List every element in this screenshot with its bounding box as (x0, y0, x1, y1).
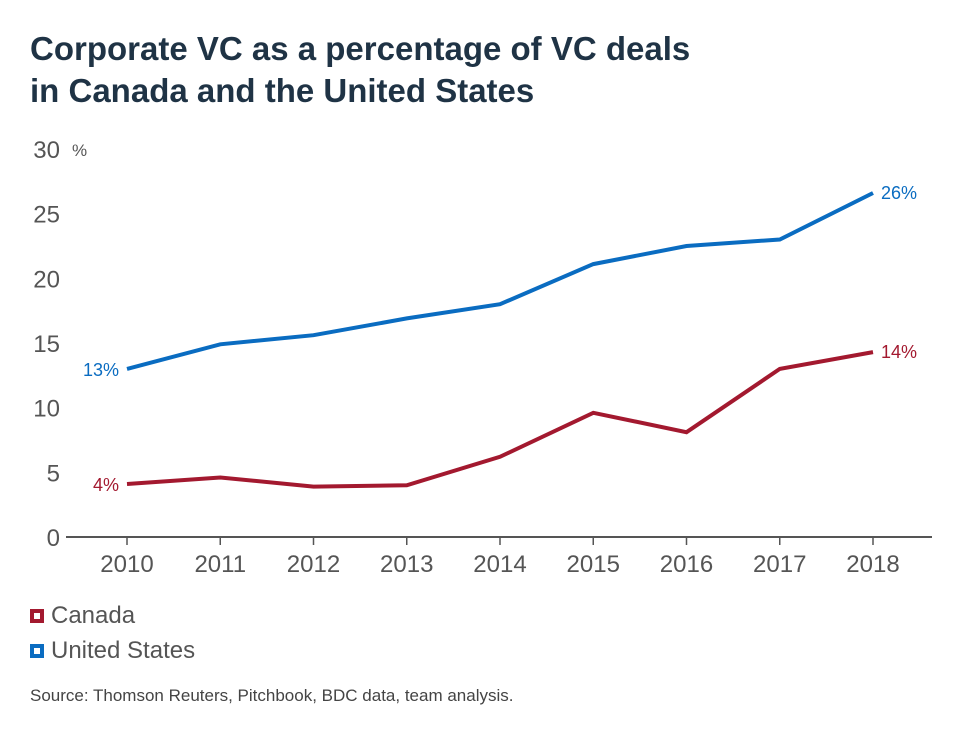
y-unit-label: % (72, 141, 87, 160)
x-tick-label: 2011 (194, 551, 246, 578)
series-line-united-states (126, 191, 874, 371)
y-tick-label: 5 (47, 460, 60, 487)
x-tick-label: 2015 (567, 551, 620, 578)
source-note: Source: Thomson Reuters, Pitchbook, BDC … (30, 686, 514, 705)
legend-swatch-united-states (30, 643, 44, 658)
y-tick-label: 15 (33, 331, 60, 358)
legend: Canada United States (30, 598, 195, 668)
data-label-start-canada: 4% (93, 475, 119, 495)
x-tick-label: 2013 (380, 551, 433, 578)
y-tick-label: 25 (33, 202, 60, 229)
chart-title-line-1: Corporate VC as a percentage of VC deals (30, 30, 691, 67)
data-label-start-united-states: 13% (83, 360, 119, 380)
x-tick-label: 2014 (473, 551, 526, 578)
x-tick-label: 2018 (846, 551, 899, 578)
data-label-end-canada: 14% (881, 342, 917, 362)
x-tick-label: 2016 (660, 551, 713, 578)
series-line-canada (126, 350, 874, 489)
legend-label-canada: Canada (51, 601, 136, 629)
y-tick-label: 0 (47, 525, 60, 552)
x-tick-label: 2017 (753, 551, 806, 578)
legend-item-canada: Canada (30, 598, 195, 633)
chart-title-line-2: in Canada and the United States (30, 72, 535, 109)
legend-item-united-states: United States (30, 633, 195, 668)
legend-swatch-canada (30, 608, 44, 623)
y-tick-label: 30 (33, 137, 60, 164)
y-tick-label: 10 (33, 396, 60, 423)
x-tick-label: 2010 (100, 551, 153, 578)
legend-label-united-states: United States (51, 636, 196, 664)
chart-title: Corporate VC as a percentage of VC deals… (30, 28, 930, 112)
y-tick-label: 20 (33, 266, 60, 293)
data-label-end-united-states: 26% (881, 183, 917, 203)
x-tick-label: 2012 (287, 551, 340, 578)
line-chart: 0 5 10 15 20 25 30 % 2010 2011 2012 2013 2014 2015 201… (33, 137, 932, 578)
